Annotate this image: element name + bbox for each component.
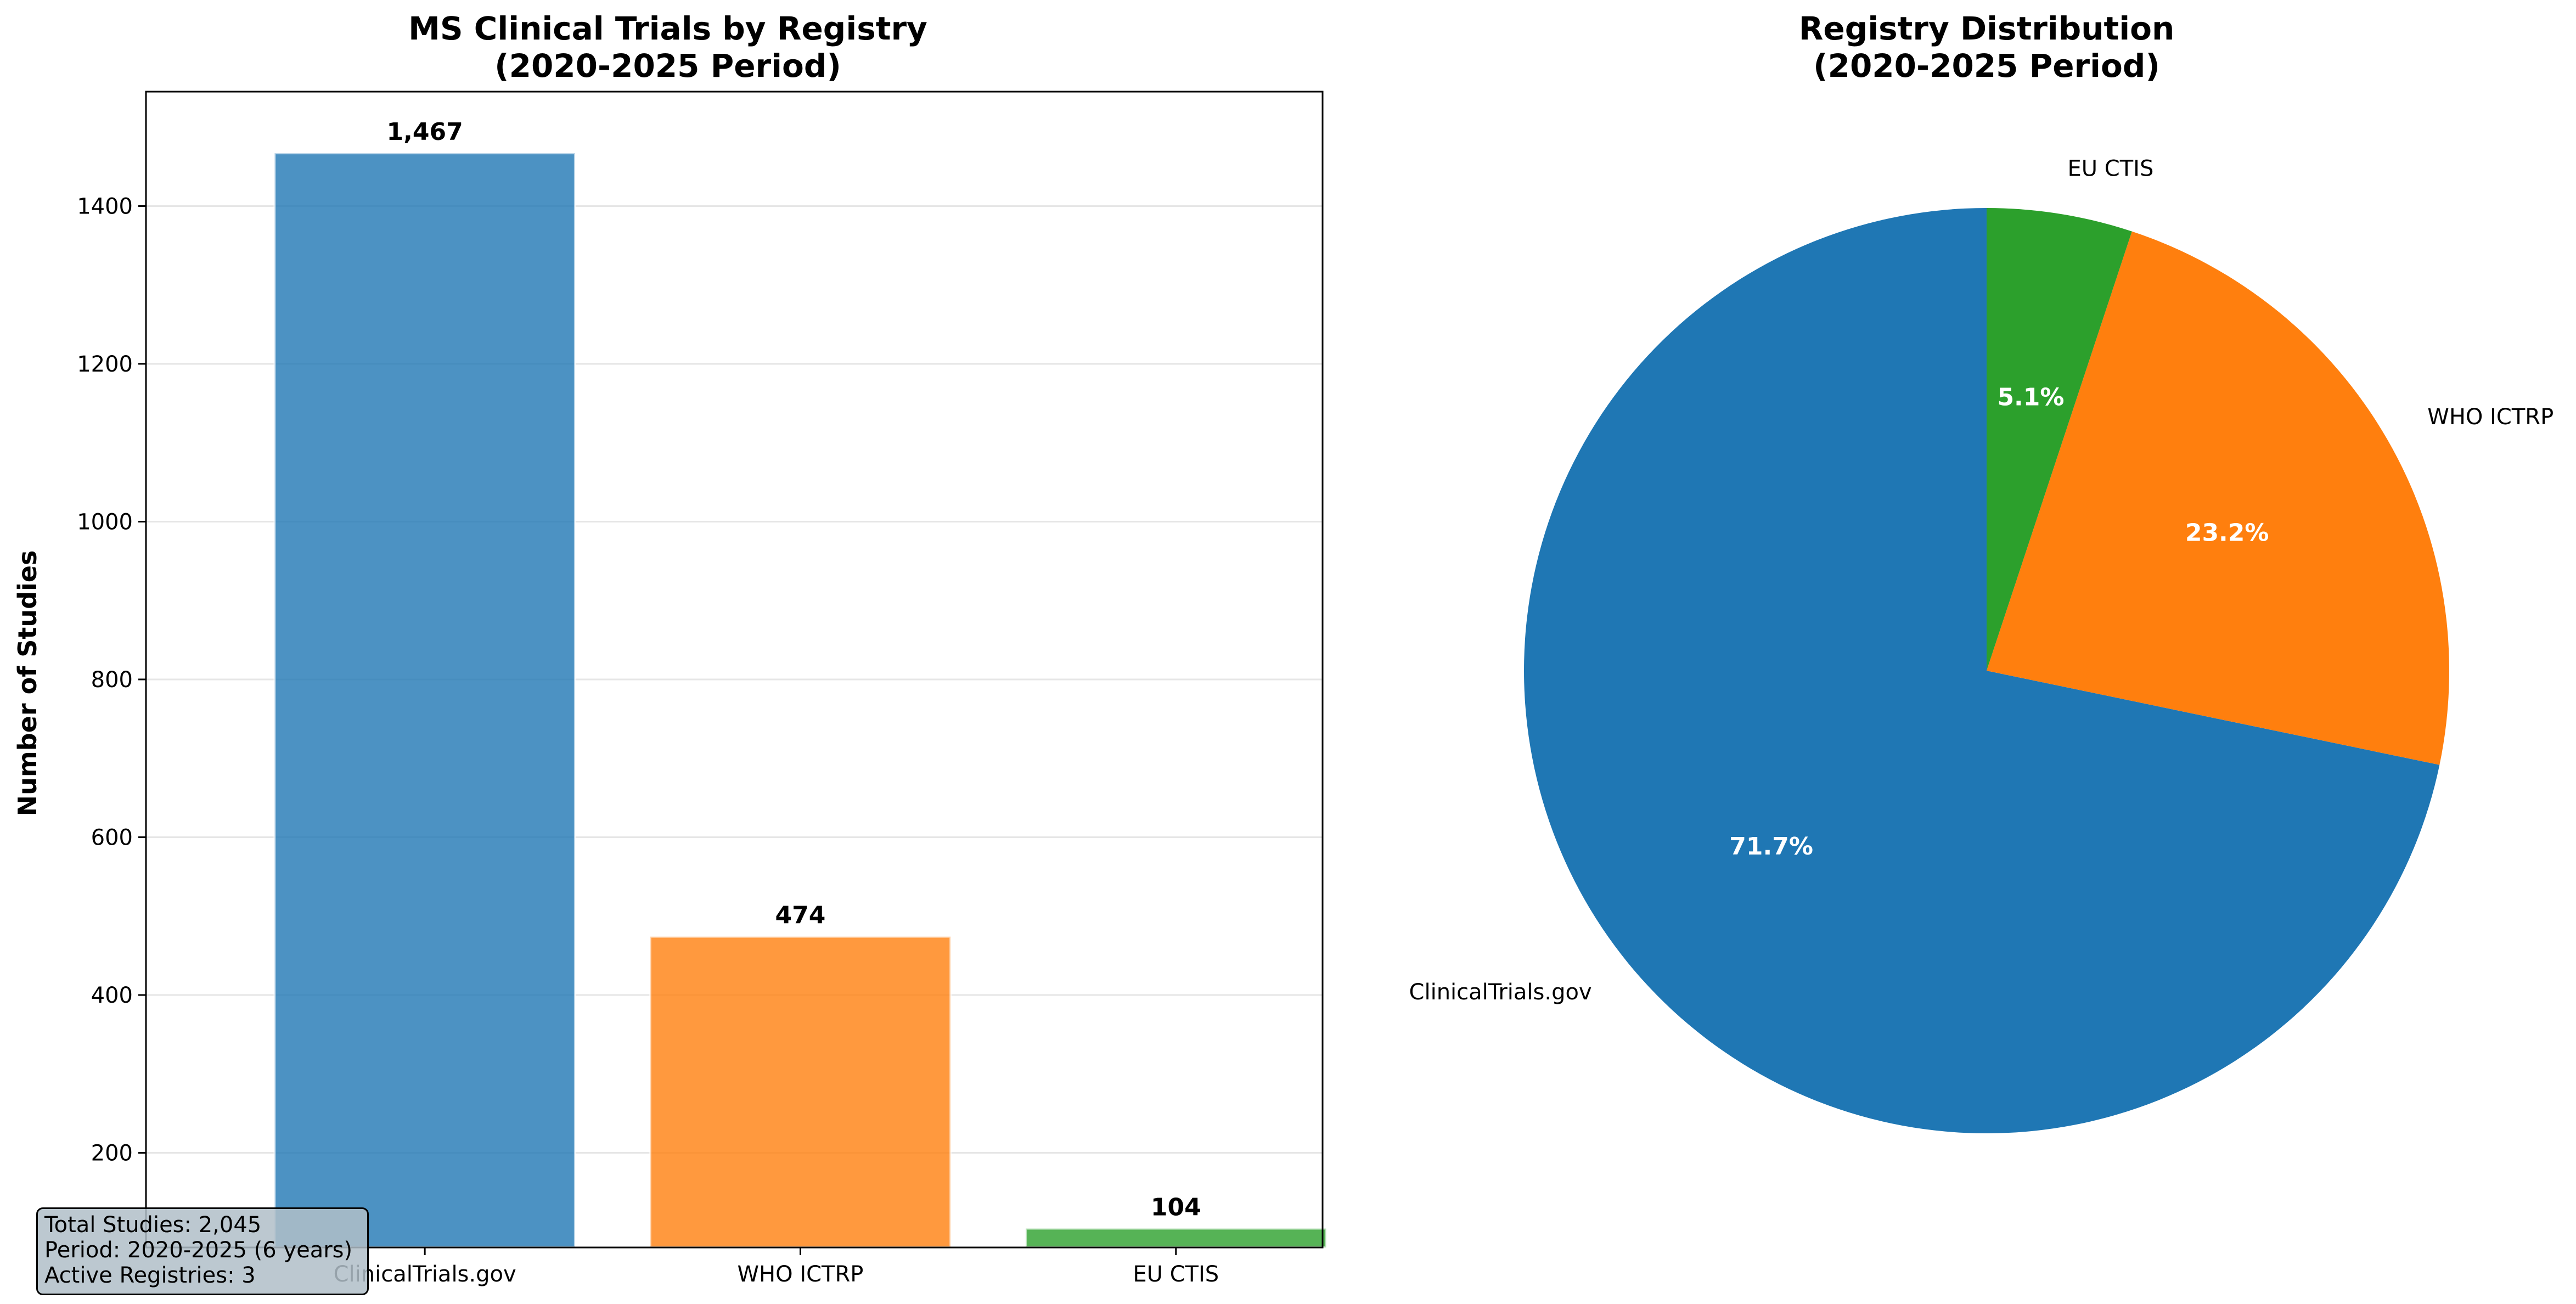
y-tick-label: 800 bbox=[91, 667, 133, 693]
x-axis-ticks: ClinicalTrials.gov WHO ICTRP EU CTIS bbox=[334, 1247, 1219, 1287]
y-tick-label: 1200 bbox=[77, 352, 133, 377]
bar-plot-frame bbox=[145, 91, 1324, 1249]
pie-chart-title: Registry Distribution bbox=[1799, 10, 2175, 47]
pie-percent-label: 5.1% bbox=[1997, 384, 2064, 412]
bar-value-label: 474 bbox=[775, 902, 826, 930]
pie-label: EU CTIS bbox=[2068, 156, 2154, 182]
x-tick-label: EU CTIS bbox=[1133, 1262, 1219, 1287]
bar-value-label: 104 bbox=[1151, 1193, 1201, 1221]
pie-labels: ClinicalTrials.gov WHO ICTRP EU CTIS bbox=[1409, 156, 2554, 1005]
bar-chart-title: MS Clinical Trials by Registry bbox=[408, 10, 927, 47]
bar-value-labels: 1,467 474 104 bbox=[387, 118, 1201, 1221]
bar-clinicaltrials-gov bbox=[273, 152, 576, 1249]
pie-slice-eu-ctis bbox=[1987, 208, 2132, 671]
y-axis-label: Number of Studies bbox=[13, 550, 42, 817]
pie-percent-label: 71.7% bbox=[1729, 833, 1813, 861]
y-tick-label: 400 bbox=[91, 983, 133, 1008]
pie-chart-subtitle: (2020-2025 Period) bbox=[1813, 47, 2160, 85]
annotation-line-total: Total Studies: 2,045 bbox=[44, 1212, 262, 1238]
y-axis-ticks: 200 400 600 800 1000 1200 1400 bbox=[77, 194, 146, 1166]
y-tick-label: 600 bbox=[91, 825, 133, 850]
pie-slice-who-ictrp bbox=[1987, 231, 2449, 765]
pie-label: WHO ICTRP bbox=[2427, 404, 2553, 430]
bar-chart-subtitle: (2020-2025 Period) bbox=[494, 47, 841, 85]
y-tick-label: 1400 bbox=[77, 194, 133, 219]
bar-value-label: 1,467 bbox=[387, 118, 463, 146]
pie-slice-clinicaltrials-gov bbox=[1524, 208, 2440, 1133]
bar-who-ictrp bbox=[649, 935, 952, 1249]
y-tick-label: 1000 bbox=[77, 509, 133, 535]
pie-percent-label: 23.2% bbox=[2185, 519, 2269, 547]
annotation-line-registries: Active Registries: 3 bbox=[44, 1263, 256, 1288]
pie-percent-labels: 71.7% 23.2% 5.1% bbox=[1729, 384, 2269, 861]
summary-annotation-box: Total Studies: 2,045 Period: 2020-2025 (… bbox=[36, 1207, 369, 1295]
bar-eu-ctis bbox=[1025, 1227, 1328, 1249]
annotation-line-period: Period: 2020-2025 (6 years) bbox=[44, 1238, 353, 1263]
bar-marks bbox=[273, 152, 1328, 1249]
x-tick-label: WHO ICTRP bbox=[738, 1262, 864, 1287]
y-tick-label: 200 bbox=[91, 1140, 133, 1166]
pie-label: ClinicalTrials.gov bbox=[1409, 980, 1592, 1005]
pie-slices bbox=[1524, 208, 2449, 1133]
